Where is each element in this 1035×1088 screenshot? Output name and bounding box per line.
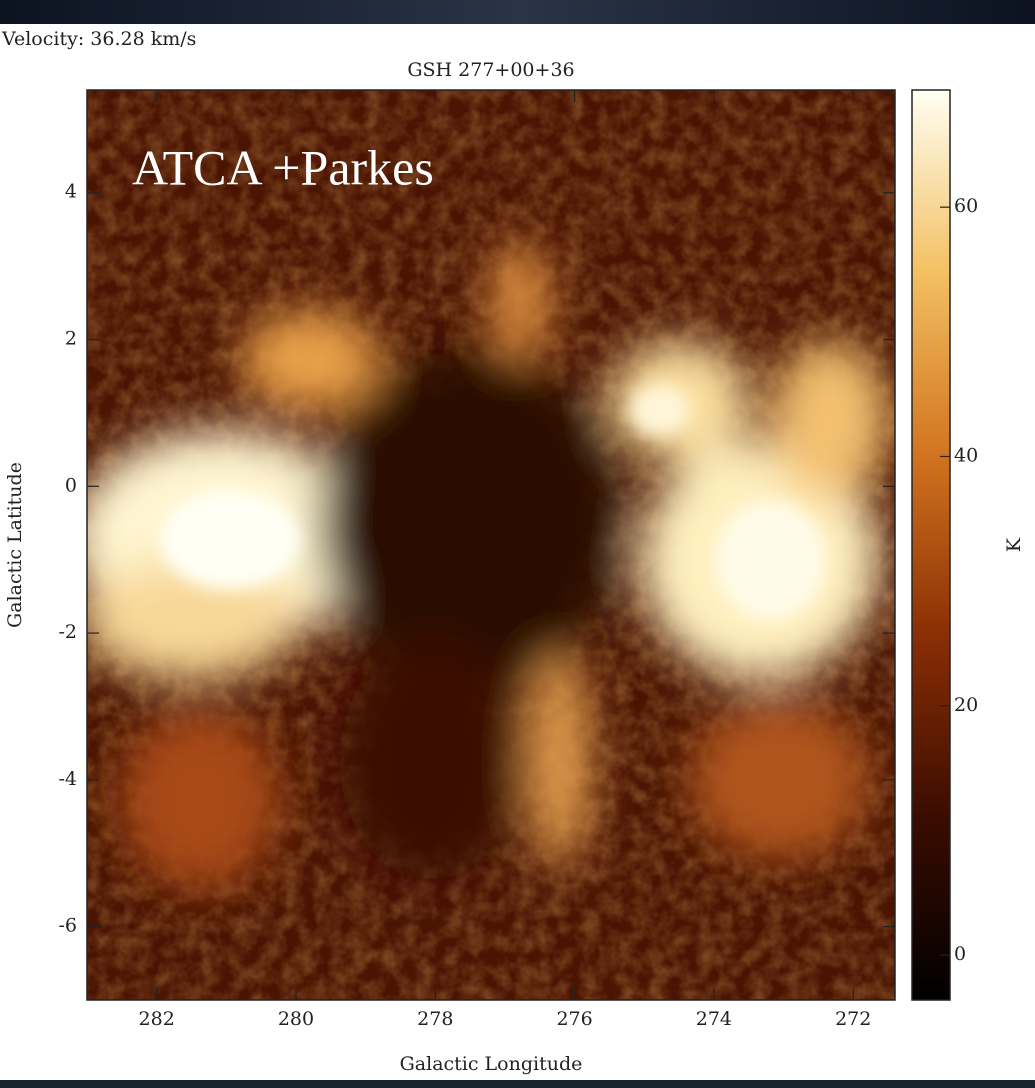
x-axis-label: Galactic Longitude (400, 1053, 583, 1075)
colorbar (912, 90, 950, 1000)
page: Velocity: 36.28 km/s GSH 277+00+36 ATCA … (0, 0, 1035, 1088)
y-tick-label: 4 (65, 181, 77, 203)
x-tick-label: 274 (696, 1008, 732, 1030)
y-tick-label: 0 (65, 474, 77, 496)
colorbar-tick-label: 20 (954, 694, 978, 716)
y-axis-label: Galactic Latitude (4, 462, 26, 628)
chart: Velocity: 36.28 km/s GSH 277+00+36 ATCA … (0, 0, 1035, 1088)
y-tick-label: -6 (58, 915, 77, 937)
chart-title: GSH 277+00+36 (407, 59, 574, 81)
x-tick-label: 276 (556, 1008, 592, 1030)
window-band (0, 1080, 1035, 1088)
x-tick-label: 278 (417, 1008, 453, 1030)
colorbar-tick-label: 60 (954, 195, 978, 217)
y-tick-label: -4 (58, 768, 77, 790)
colorbar-label: K (1003, 537, 1025, 552)
velocity-label: Velocity: 36.28 km/s (1, 28, 196, 50)
x-tick-label: 272 (835, 1008, 871, 1030)
annotation: ATCA +Parkes (132, 139, 434, 195)
colorbar-tick-label: 0 (954, 943, 966, 965)
x-tick-label: 282 (139, 1008, 175, 1030)
y-tick-label: 2 (65, 328, 77, 350)
map-image (70, 90, 895, 1000)
colorbar-tick-label: 40 (954, 444, 978, 466)
window-band (0, 0, 1035, 24)
x-tick-label: 280 (278, 1008, 314, 1030)
y-tick-label: -2 (58, 621, 77, 643)
